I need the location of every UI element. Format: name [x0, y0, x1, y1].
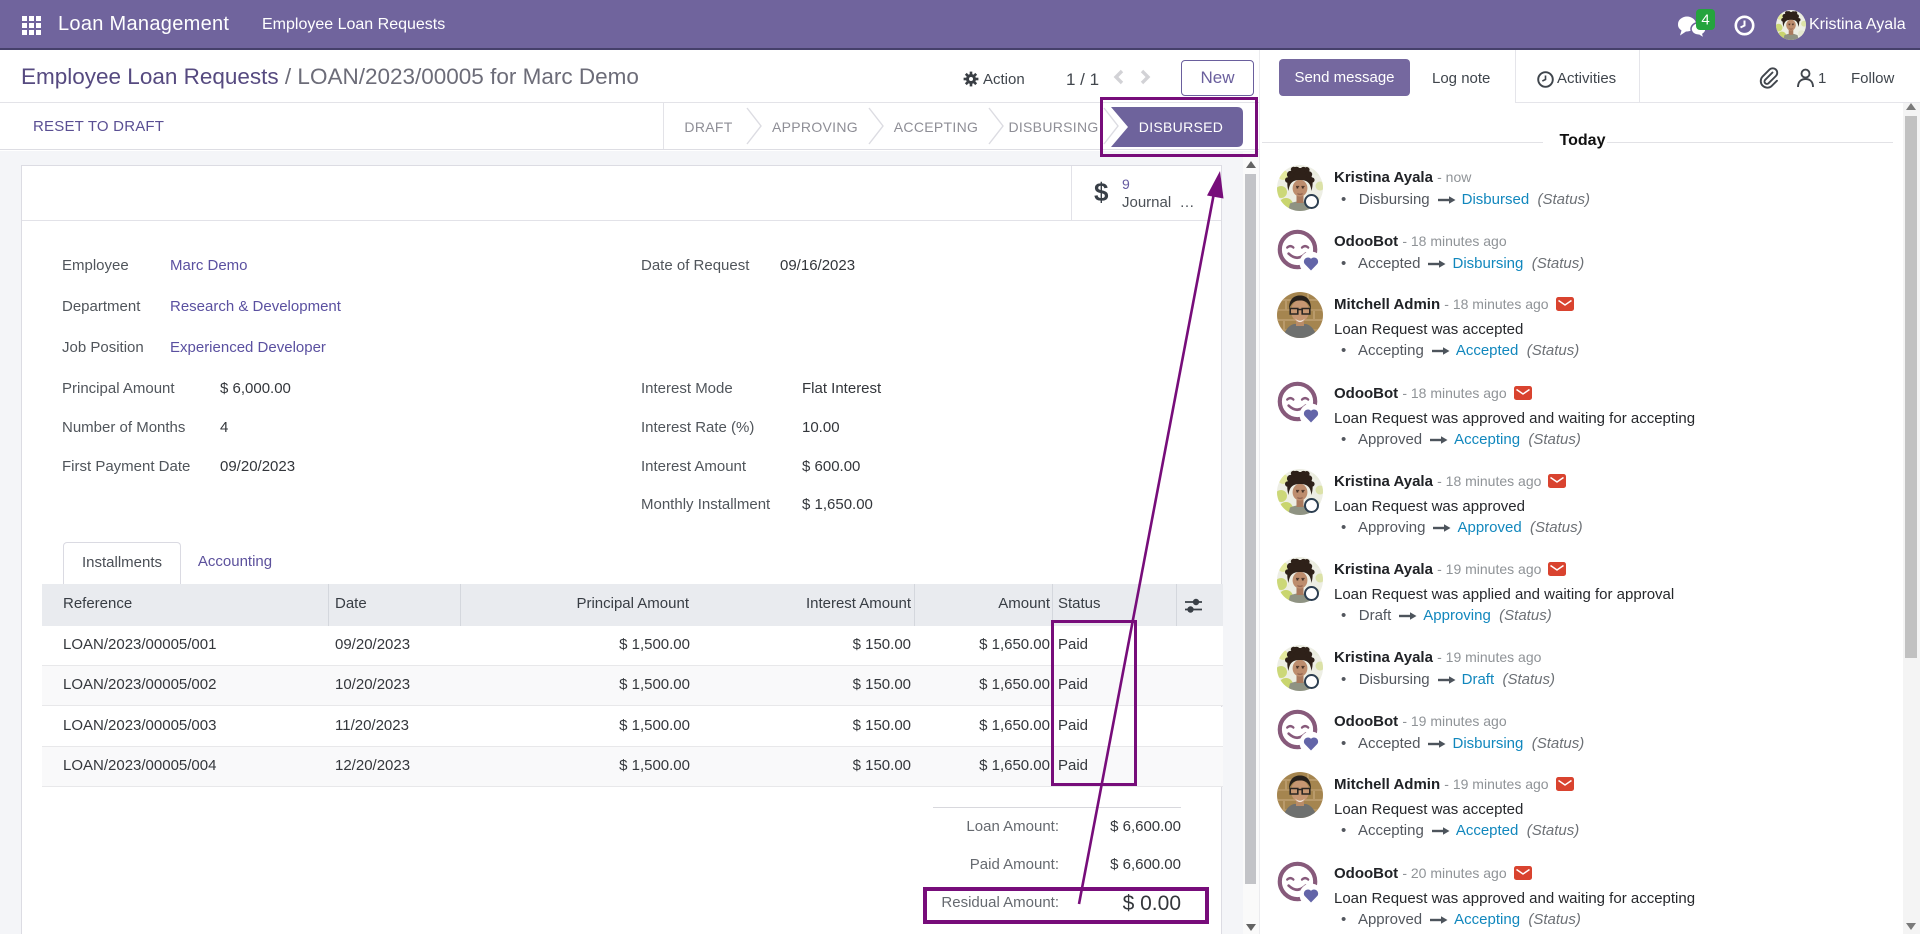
svg-text:DISBURSED: DISBURSED — [1139, 119, 1223, 135]
svg-text:4: 4 — [1701, 12, 1709, 29]
